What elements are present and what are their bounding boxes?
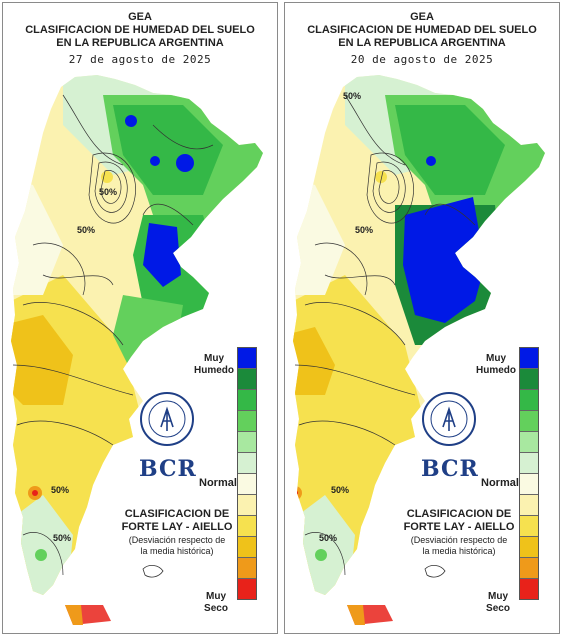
legend-swatch	[520, 411, 538, 432]
map-panel-left: GEA CLASIFICACION DE HUMEDAD DEL SUELO E…	[2, 2, 278, 634]
classification-title: CLASIFICACION DE FORTE LAY - AIELLO	[389, 508, 529, 534]
legend-swatch	[520, 579, 538, 599]
map-panel-right: GEA CLASIFICACION DE HUMEDAD DEL SUELO E…	[284, 2, 560, 634]
legend-swatch	[238, 579, 256, 599]
map-title-line1: CLASIFICACION DE HUMEDAD DEL SUELO	[25, 24, 255, 36]
classification-line2: FORTE LAY - AIELLO	[121, 521, 233, 533]
contour-label: 50%	[331, 485, 349, 495]
classification-note-line1: (Desviación respecto de	[410, 535, 508, 545]
bcr-seal-logo	[422, 392, 476, 446]
classification-line2: FORTE LAY - AIELLO	[403, 521, 515, 533]
legend-swatch	[520, 516, 538, 537]
legend-swatch	[238, 369, 256, 390]
contour-label: 50%	[77, 225, 95, 235]
org-label: GEA	[128, 11, 152, 23]
classification-note: (Desviación respecto de la media históri…	[107, 535, 247, 557]
legend-swatch	[238, 453, 256, 474]
classification-line1: CLASIFICACION DE	[124, 508, 230, 520]
legend-swatch	[520, 348, 538, 369]
legend-swatch	[238, 432, 256, 453]
contour-label: 50%	[51, 485, 69, 495]
legend-bottom-label: Muy Seco	[204, 591, 228, 614]
legend-scale	[237, 347, 257, 600]
legend-swatch	[238, 516, 256, 537]
org-label: GEA	[410, 11, 434, 23]
legend-swatch	[238, 390, 256, 411]
legend-bottom-label: Muy Seco	[486, 591, 510, 614]
legend-top-label: Muy Humedo	[194, 353, 234, 376]
legend-swatch	[238, 411, 256, 432]
classification-note-line2: la media histórica)	[140, 546, 214, 556]
argentina-moisture-map: 50% 50% 50% 50%	[11, 75, 263, 625]
legend-scale	[519, 347, 539, 600]
contour-label: 50%	[355, 225, 373, 235]
legend-swatch	[238, 474, 256, 495]
contour-label: 50%	[319, 533, 337, 543]
legend-swatch	[238, 537, 256, 558]
legend-swatch	[520, 432, 538, 453]
legend-middle-label: Normal	[481, 477, 519, 489]
legend-swatch	[520, 453, 538, 474]
classification-title: CLASIFICACION DE FORTE LAY - AIELLO	[107, 508, 247, 534]
legend-swatch	[520, 369, 538, 390]
legend-middle-label: Normal	[199, 477, 237, 489]
contour-label: 50%	[99, 187, 117, 197]
contour-label: 50%	[343, 91, 361, 101]
legend-swatch	[238, 495, 256, 516]
legend-swatch	[520, 474, 538, 495]
legend-top-label: Muy Humedo	[476, 353, 516, 376]
legend-swatch	[238, 558, 256, 579]
legend-swatch	[238, 348, 256, 369]
classification-note: (Desviación respecto de la media históri…	[389, 535, 529, 557]
contour-label: 50%	[53, 533, 71, 543]
legend-swatch	[520, 390, 538, 411]
bcr-seal-logo	[140, 392, 194, 446]
map-title-line1: CLASIFICACION DE HUMEDAD DEL SUELO	[307, 24, 537, 36]
legend-swatch	[520, 558, 538, 579]
map-title-line2: EN LA REPUBLICA ARGENTINA	[56, 37, 224, 49]
argentina-moisture-map: 50% 50% 50% 50%	[293, 75, 545, 625]
map-title-line2: EN LA REPUBLICA ARGENTINA	[338, 37, 506, 49]
bcr-brand: BCR	[139, 456, 197, 482]
map-date: 20 de agosto de 2025	[350, 53, 494, 66]
classification-line1: CLASIFICACION DE	[406, 508, 512, 520]
legend-swatch	[520, 537, 538, 558]
legend-swatch	[520, 495, 538, 516]
map-date: 27 de agosto de 2025	[68, 53, 212, 66]
classification-note-line1: (Desviación respecto de	[128, 535, 226, 545]
bcr-brand: BCR	[421, 456, 479, 482]
classification-note-line2: la media histórica)	[422, 546, 496, 556]
